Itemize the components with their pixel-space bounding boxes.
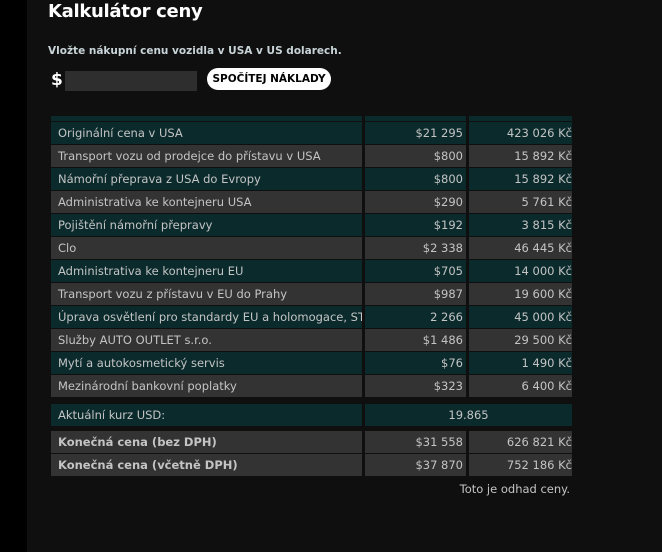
row-label: Služby AUTO OUTLET s.r.o.: [51, 329, 362, 351]
table-row: Úprava osvětlení pro standardy EU a holo…: [51, 306, 572, 328]
row-label: Transport vozu z přístavu v EU do Prahy: [51, 283, 362, 305]
czk-value: 45 000 Kč: [469, 306, 572, 328]
usd-value: $800: [365, 168, 466, 190]
usd-value: $705: [365, 260, 466, 282]
table-header: [51, 116, 362, 121]
czk-value: 29 500 Kč: [469, 329, 572, 351]
table-row: Služby AUTO OUTLET s.r.o. $1 486 29 500 Kč: [51, 329, 572, 351]
czk-value: 423 026 Kč: [469, 122, 572, 144]
row-label: Konečná cena (bez DPH): [51, 431, 362, 453]
czk-value: 626 821 Kč: [469, 431, 572, 453]
row-value: 19.865: [365, 404, 572, 426]
row-label: Originální cena v USA: [51, 122, 362, 144]
table-header: [469, 116, 572, 121]
row-label: Pojištění námořní přepravy: [51, 214, 362, 236]
czk-value: 19 600 Kč: [469, 283, 572, 305]
usd-value: $31 558: [365, 431, 466, 453]
table-row: Administrativa ke kontejneru EU $705 14 00…: [51, 260, 572, 282]
usd-value: $2 338: [365, 237, 466, 259]
czk-value: 1 490 Kč: [469, 352, 572, 374]
table-row: Originální cena v USA $21 295 423 026 Kč: [51, 122, 572, 144]
table-row: Pojištění námořní přepravy $192 3 815 Kč: [51, 214, 572, 236]
table-header: [365, 116, 466, 121]
intro-text: Vložte nákupní cenu vozidla v USA v US d…: [48, 45, 342, 57]
czk-value: 14 000 Kč: [469, 260, 572, 282]
czk-value: 15 892 Kč: [469, 168, 572, 190]
total-row: Konečná cena (včetně DPH) $37 870 752 186 …: [51, 454, 572, 476]
czk-value: 752 186 Kč: [469, 454, 572, 476]
page-title: Kalkulátor ceny: [48, 1, 203, 22]
usd-value: $21 295: [365, 122, 466, 144]
currency-symbol: $: [51, 70, 63, 90]
usd-value: $1 486: [365, 329, 466, 351]
table-row: Clo $2 338 46 445 Kč: [51, 237, 572, 259]
usd-value: $987: [365, 283, 466, 305]
usd-value: 2 266: [365, 306, 466, 328]
czk-value: 5 761 Kč: [469, 191, 572, 213]
row-label: Námořní přeprava z USA do Evropy: [51, 168, 362, 190]
table-row: Mytí a autokosmetický servis $76 1 490 Kč: [51, 352, 572, 374]
row-label: Administrativa ke kontejneru EU: [51, 260, 362, 282]
czk-value: 3 815 Kč: [469, 214, 572, 236]
czk-value: 15 892 Kč: [469, 145, 572, 167]
row-label: Transport vozu od prodejce do přístavu v…: [51, 145, 362, 167]
table-row: Mezinárodní bankovní poplatky $323 6 400 K…: [51, 375, 572, 397]
row-label: Aktuální kurz USD:: [51, 404, 362, 426]
estimate-note: Toto je odhad ceny.: [459, 482, 570, 496]
row-label: Konečná cena (včetně DPH): [51, 454, 362, 476]
exchange-rate-row: Aktuální kurz USD: 19.865: [51, 404, 572, 426]
table-row: Administrativa ke kontejneru USA $290 5 76…: [51, 191, 572, 213]
usd-value: $800: [365, 145, 466, 167]
table-row: Transport vozu od prodejce do přístavu v…: [51, 145, 572, 167]
total-row: Konečná cena (bez DPH) $31 558 626 821 Kč: [51, 431, 572, 453]
price-input[interactable]: [65, 71, 197, 91]
usd-value: $37 870: [365, 454, 466, 476]
usd-value: $192: [365, 214, 466, 236]
row-label: Úprava osvětlení pro standardy EU a holo…: [51, 306, 362, 328]
row-label: Mytí a autokosmetický servis: [51, 352, 362, 374]
usd-value: $76: [365, 352, 466, 374]
table-row: Transport vozu z přístavu v EU do Prahy $…: [51, 283, 572, 305]
table-row: Námořní přeprava z USA do Evropy $800 15 8…: [51, 168, 572, 190]
row-label: Mezinárodní bankovní poplatky: [51, 375, 362, 397]
usd-value: $323: [365, 375, 466, 397]
row-label: Clo: [51, 237, 362, 259]
czk-value: 6 400 Kč: [469, 375, 572, 397]
row-label: Administrativa ke kontejneru USA: [51, 191, 362, 213]
usd-value: $290: [365, 191, 466, 213]
calculate-button[interactable]: SPOČÍTEJ NÁKLADY: [207, 68, 331, 90]
czk-value: 46 445 Kč: [469, 237, 572, 259]
